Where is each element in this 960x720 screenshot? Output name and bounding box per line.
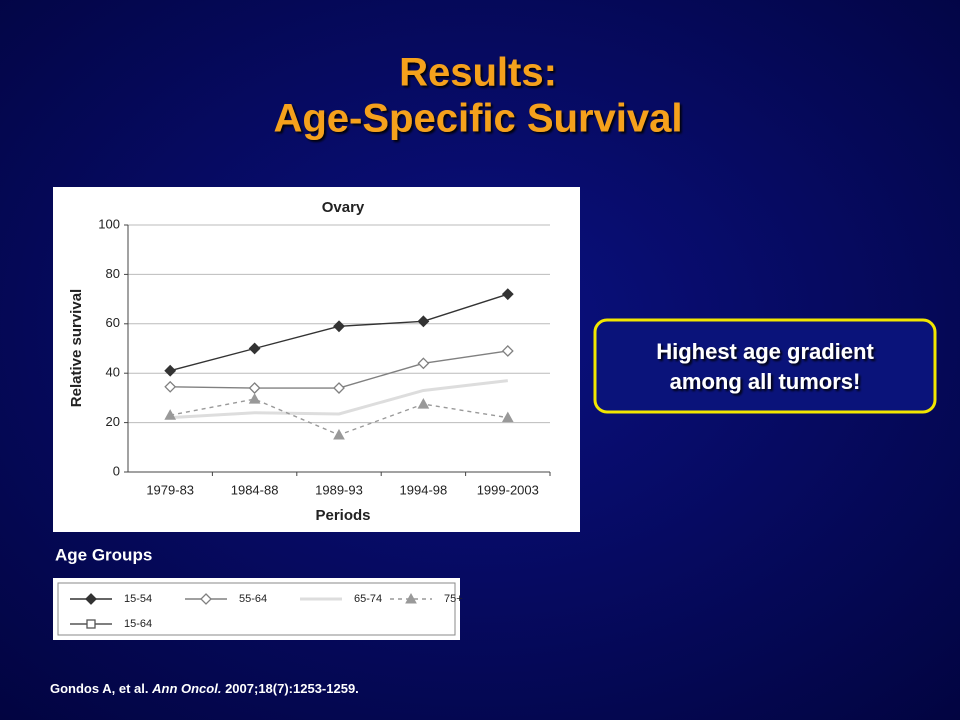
callout-box xyxy=(593,318,937,414)
chart-title: Ovary xyxy=(322,199,365,216)
chart: Ovary Periods Relative survival 0 20 40 60 80 10… xyxy=(68,199,551,524)
marker xyxy=(417,398,430,409)
marker xyxy=(164,364,177,377)
marker xyxy=(501,288,514,301)
marker xyxy=(417,357,430,370)
x-tick-label: 1979-83 xyxy=(146,482,194,497)
y-tick-label: 0 xyxy=(113,463,120,478)
citation-journal: Ann Oncol. xyxy=(151,681,221,696)
x-tick-label: 1999-2003 xyxy=(477,482,539,497)
series-line xyxy=(170,379,508,420)
y-tick-label: 100 xyxy=(98,216,120,231)
legend-label: 15-64 xyxy=(124,618,152,630)
citation-details: 2007;18(7):1253-1259. xyxy=(225,681,359,696)
citation: Gondos A, et al. Ann Oncol. 2007;18(7):1… xyxy=(50,681,359,696)
citation-authors: Gondos A, et al. xyxy=(50,681,148,696)
y-tick-label: 20 xyxy=(106,414,120,429)
marker xyxy=(248,382,261,394)
marker xyxy=(200,593,212,605)
callout-line: among all tumors! xyxy=(670,369,861,394)
legend-frame xyxy=(57,582,456,636)
marker xyxy=(85,593,97,605)
marker xyxy=(417,315,430,328)
y-tick-label: 60 xyxy=(106,315,120,330)
legend-heading: Age Groups xyxy=(55,545,152,564)
x-tick-label: 1989-93 xyxy=(315,482,363,497)
legend-panel xyxy=(53,578,460,640)
marker xyxy=(333,382,345,394)
marker xyxy=(164,409,177,420)
legend-label: 15-54 xyxy=(124,593,152,605)
marker xyxy=(333,320,345,333)
title-line: Results: xyxy=(399,51,557,95)
x-axis-label: Periods xyxy=(315,507,370,524)
x-tick-label: 1984-88 xyxy=(231,482,279,497)
marker xyxy=(164,380,177,393)
title-line: Age-Specific Survival xyxy=(273,97,682,141)
callout-line: Highest age gradient xyxy=(656,339,874,364)
chart-panel xyxy=(53,187,580,532)
y-axis-label: Relative survival xyxy=(68,289,85,407)
marker xyxy=(248,393,261,404)
marker xyxy=(333,428,345,440)
marker xyxy=(501,411,514,423)
y-tick-label: 80 xyxy=(106,266,120,281)
legend-label: 75+ xyxy=(444,593,463,605)
legend-label: 65-74 xyxy=(354,593,382,605)
y-tick-label: 40 xyxy=(106,365,120,380)
marker xyxy=(248,342,261,355)
marker xyxy=(501,345,514,357)
title: Results: Age-Specific Survival xyxy=(273,51,682,141)
marker xyxy=(405,592,417,604)
marker xyxy=(86,619,96,629)
callout: Highest age gradient among all tumors! xyxy=(656,339,874,394)
legend: 15-54 55-64 65-74 75+ 15-64 xyxy=(70,593,463,630)
x-tick-label: 1994-98 xyxy=(400,482,448,497)
legend-label: 55-64 xyxy=(239,593,267,605)
